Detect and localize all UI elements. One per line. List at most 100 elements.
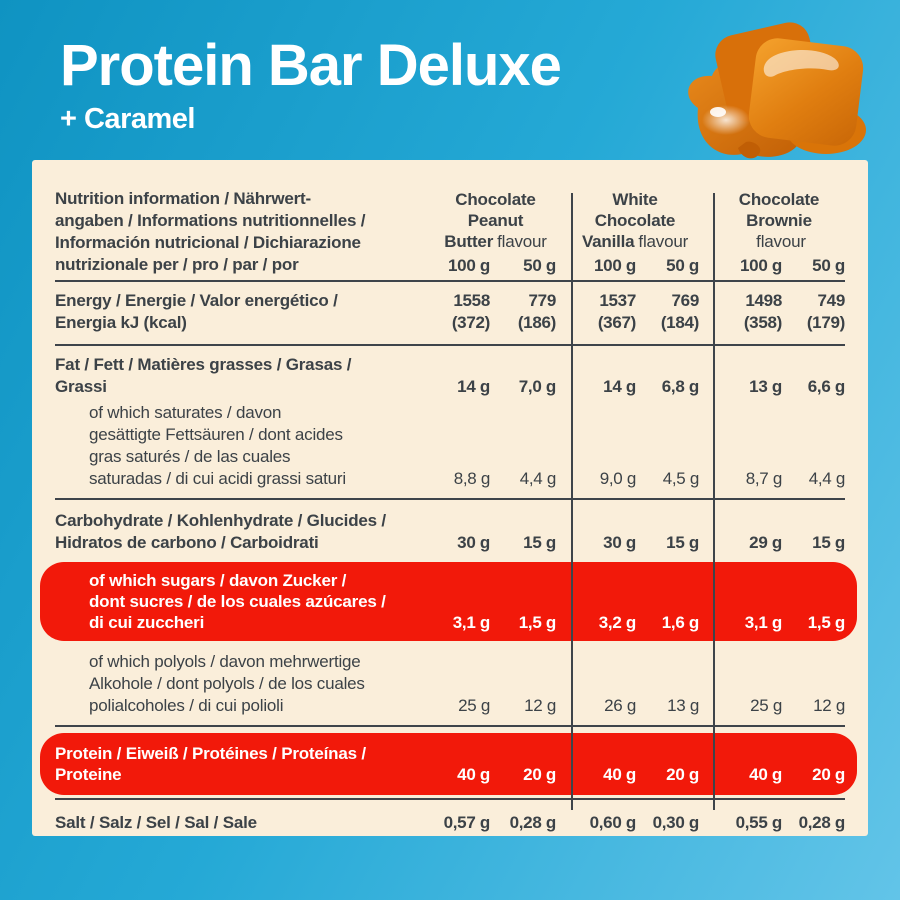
value-kj: 749 — [817, 291, 846, 310]
value-cell: 13 g — [749, 377, 782, 396]
value-kj: 1537 — [599, 291, 636, 310]
caramel-pool-spot — [710, 107, 726, 117]
value-cell: 26 g — [604, 696, 636, 715]
value-cell: 6,6 g — [807, 377, 846, 396]
value-kcal: (179) — [806, 313, 845, 332]
flavour-name-line: Butter flavour — [444, 231, 547, 252]
table-row-saturates: of which saturates / davon gesättigte Fe… — [55, 402, 845, 498]
value-cell: 20 g — [666, 765, 699, 784]
label-line: Nutrition information / Nährwert- — [55, 189, 311, 208]
flavour-name-regular: flavour — [497, 232, 547, 251]
value-cell: 1,6 g — [661, 613, 700, 632]
flavour-column-white-chocolate-vanilla: White Chocolate Vanilla flavour 100 g 50 … — [571, 189, 699, 276]
label-line: polialcoholes / di cui polioli — [89, 696, 284, 715]
value-cell: 20 g — [523, 765, 556, 784]
caramel-pool-gloss — [702, 105, 750, 135]
unit-50g: 50 g — [812, 256, 845, 275]
value-cell: 12 g — [813, 696, 845, 715]
row-label-carbohydrate: Carbohydrate / Kohlenhydrate / Glucides … — [55, 510, 435, 554]
row-divider — [55, 498, 845, 500]
value-kj: 769 — [671, 291, 700, 310]
flavour-name-regular: flavour — [756, 232, 806, 251]
table-row-sugars: of which sugars / davon Zucker / dont su… — [55, 570, 845, 633]
label-line: Carbohydrate / Kohlenhydrate / Glucides … — [55, 511, 386, 530]
label-line: gesättigte Fettsäuren / dont acides — [89, 425, 343, 444]
value-cell: 29 g — [749, 533, 782, 552]
value-cell: 3,1 g — [452, 613, 491, 632]
value-cell: 3,2 g — [598, 613, 637, 632]
value-cell: 0,28 g — [798, 813, 846, 832]
value-cell: 12 g — [524, 696, 556, 715]
column-divider-1 — [571, 193, 573, 810]
label-line: Grassi — [55, 377, 107, 396]
flavour-column-chocolate-peanut-butter: Chocolate Peanut Butter flavour 100 g 50 … — [435, 189, 556, 276]
label-line: Energia kJ (kcal) — [55, 313, 187, 332]
value-kj: 1558 — [453, 291, 490, 310]
value-cell: 14 g — [457, 377, 490, 396]
unit-row: 100 g 50 g — [571, 256, 699, 276]
label-line: Protein / Eiweiß / Protéines / Proteínas… — [55, 744, 366, 763]
value-cell: 1,5 g — [807, 613, 846, 632]
unit-100g: 100 g — [740, 256, 782, 275]
value-cell: 15 g — [666, 533, 699, 552]
row-divider — [55, 725, 845, 727]
flavour-name-regular: flavour — [638, 232, 689, 251]
value-cell: 769 (184) — [636, 290, 699, 334]
sugars-highlight-band: of which sugars / davon Zucker / dont su… — [40, 562, 857, 641]
row-label-salt: Salt / Salz / Sel / Sal / Sale — [55, 812, 435, 834]
row-divider — [55, 344, 845, 346]
label-line: of which sugars / davon Zucker / — [89, 571, 347, 590]
value-cell: 0,28 g — [509, 813, 557, 832]
protein-highlight-band: Protein / Eiweiß / Protéines / Proteínas… — [40, 733, 857, 795]
value-kcal: (367) — [597, 313, 636, 332]
value-cell: 0,55 g — [735, 813, 783, 832]
value-cell: 30 g — [457, 533, 490, 552]
flavour-name-line: Chocolate — [455, 190, 536, 209]
label-line: Energy / Energie / Valor energético / — [55, 291, 338, 310]
value-cell: 749 (179) — [782, 290, 845, 334]
value-cell: 6,8 g — [661, 377, 700, 396]
label-line: of which polyols / davon mehrwertige — [89, 652, 361, 671]
nutrition-panel: Nutrition information / Nährwert- angabe… — [32, 160, 868, 836]
value-kcal: (358) — [743, 313, 782, 332]
flavour-name-line: Chocolate — [594, 211, 676, 230]
label-line: Hidratos de carbono / Carboidrati — [55, 533, 319, 552]
row-label-saturates: of which saturates / davon gesättigte Fe… — [55, 402, 435, 490]
row-label-protein: Protein / Eiweiß / Protéines / Proteínas… — [55, 743, 435, 785]
value-kcal: (186) — [517, 313, 556, 332]
flavour-name-line: Peanut — [467, 211, 524, 230]
label-line: Proteine — [55, 765, 122, 784]
value-cell: 1558 (372) — [435, 290, 490, 334]
value-cell: 1498 (358) — [713, 290, 782, 334]
flavour-name-line: Vanilla flavour — [582, 231, 688, 252]
row-divider — [55, 280, 845, 282]
label-line: nutrizionale per / pro / par / por — [55, 255, 299, 274]
caramel-drip — [738, 141, 761, 159]
value-cell: 4,4 g — [808, 469, 846, 488]
label-line: angaben / Informations nutritionnelles / — [55, 211, 366, 230]
flavour-name-bold: Vanilla — [581, 232, 635, 251]
value-cell: 779 (186) — [490, 290, 556, 334]
unit-100g: 100 g — [448, 256, 490, 275]
label-line: Salt / Salz / Sel / Sal / Sale — [55, 813, 257, 832]
label-line: saturadas / di cui acidi grassi saturi — [89, 469, 346, 488]
value-cell: 14 g — [603, 377, 636, 396]
label-line: of which saturates / davon — [89, 403, 282, 422]
table-row-energy: Energy / Energie / Valor energético / En… — [55, 282, 845, 344]
unit-row: 100 g 50 g — [713, 256, 845, 276]
value-cell: 13 g — [667, 696, 699, 715]
value-cell: 40 g — [457, 765, 490, 784]
table-row-protein: Protein / Eiweiß / Protéines / Proteínas… — [55, 743, 845, 785]
value-cell: 30 g — [603, 533, 636, 552]
caramel-illustration — [688, 22, 866, 159]
flavour-name-bold: Butter — [444, 232, 494, 251]
value-cell: 15 g — [812, 533, 845, 552]
label-line: dont sucres / de los cuales azúcares / — [89, 592, 386, 611]
value-cell: 1,5 g — [518, 613, 557, 632]
flavour-name: Chocolate Peanut Butter flavour — [444, 189, 547, 252]
product-subtitle: + Caramel — [60, 103, 195, 135]
flavour-name: White Chocolate Vanilla flavour — [582, 189, 688, 252]
value-cell: 8,8 g — [453, 469, 491, 488]
table-row-fat: Fat / Fett / Matières grasses / Grasas /… — [55, 346, 845, 398]
